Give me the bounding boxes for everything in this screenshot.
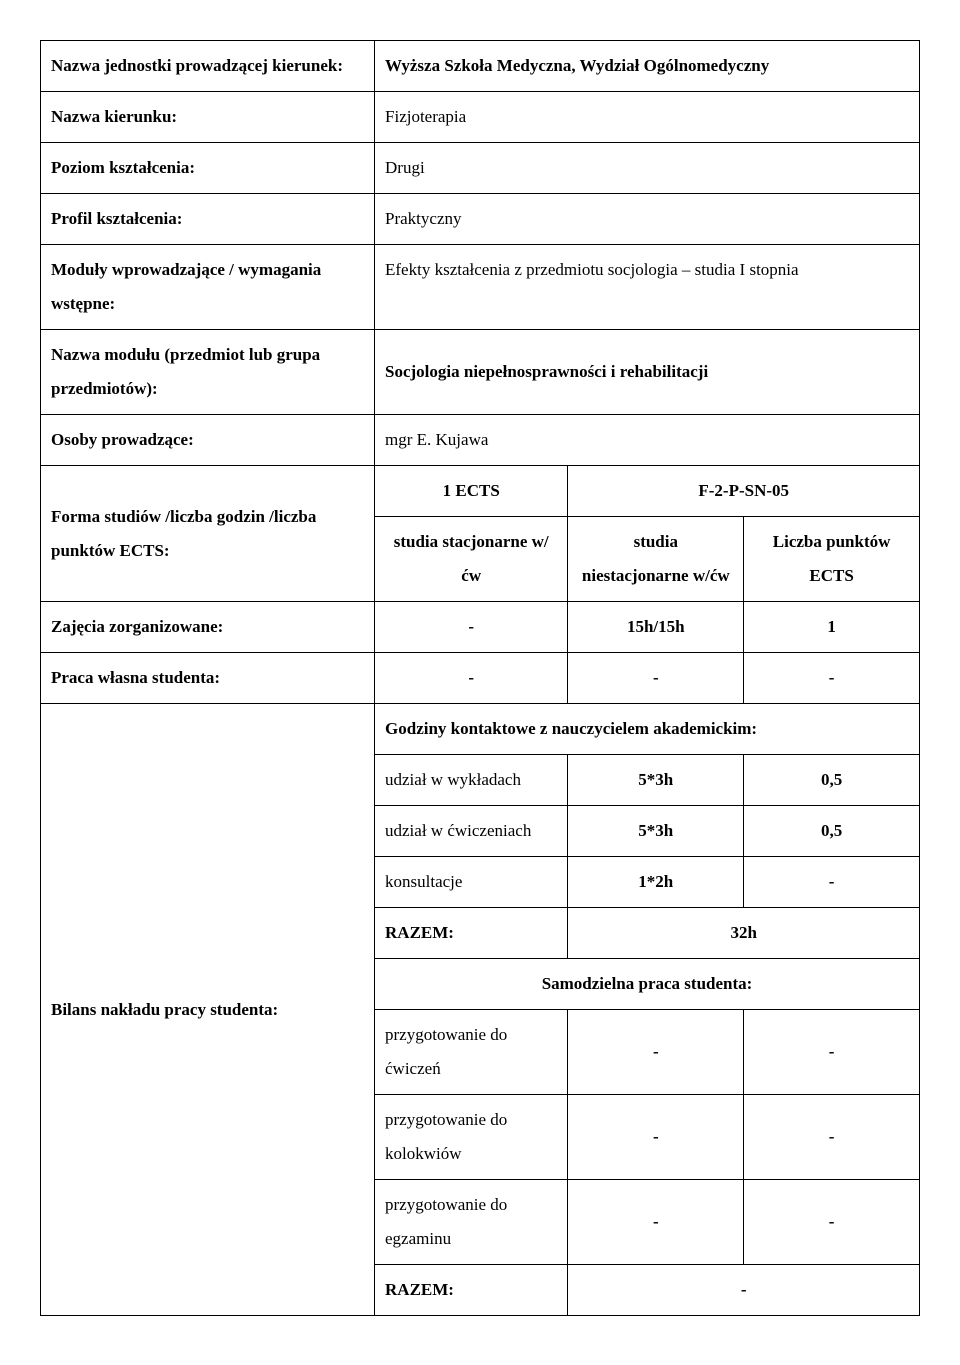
row-ects-header: Forma studiów /liczba godzin /liczba pun…	[41, 466, 920, 517]
cwiczenia-label: udział w ćwiczeniach	[375, 806, 568, 857]
self-kolokwiow-ects: -	[744, 1095, 920, 1180]
row-instructors: Osoby prowadzące: mgr E. Kujawa	[41, 415, 920, 466]
label-module: Nazwa modułu (przedmiot lub grupa przedm…	[41, 330, 375, 415]
ownwork-c3: -	[744, 653, 920, 704]
value-prereq: Efekty kształcenia z przedmiotu socjolog…	[375, 245, 920, 330]
col-stacjonarne: studia stacjonarne w/ćw	[375, 517, 568, 602]
row-prereq: Moduły wprowadzające / wymagania wstępne…	[41, 245, 920, 330]
self-cwiczen-ects: -	[744, 1010, 920, 1095]
value-unit: Wyższa Szkoła Medyczna, Wydział Ogólnome…	[375, 41, 920, 92]
self-kolokwiow-label: przygotowanie do kolokwiów	[375, 1095, 568, 1180]
wyklady-ects: 0,5	[744, 755, 920, 806]
label-ownwork: Praca własna studenta:	[41, 653, 375, 704]
ects-code: F-2-P-SN-05	[568, 466, 920, 517]
self-header: Samodzielna praca studenta:	[375, 959, 920, 1010]
ownwork-c1: -	[375, 653, 568, 704]
row-direction: Nazwa kierunku: Fizjoterapia	[41, 92, 920, 143]
value-module: Socjologia niepełnosprawności i rehabili…	[375, 330, 920, 415]
row-ownwork: Praca własna studenta: - - -	[41, 653, 920, 704]
row-module: Nazwa modułu (przedmiot lub grupa przedm…	[41, 330, 920, 415]
konsultacje-label: konsultacje	[375, 857, 568, 908]
value-level: Drugi	[375, 143, 920, 194]
col-niestacjonarne: studia niestacjonarne w/ćw	[568, 517, 744, 602]
label-organized: Zajęcia zorganizowane:	[41, 602, 375, 653]
self-cwiczen-val: -	[568, 1010, 744, 1095]
row-organized: Zajęcia zorganizowane: - 15h/15h 1	[41, 602, 920, 653]
label-profile: Profil kształcenia:	[41, 194, 375, 245]
label-unit: Nazwa jednostki prowadzącej kierunek:	[41, 41, 375, 92]
contact-razem-val: 32h	[568, 908, 920, 959]
label-level: Poziom kształcenia:	[41, 143, 375, 194]
contact-header: Godziny kontaktowe z nauczycielem akadem…	[375, 704, 920, 755]
row-profile: Profil kształcenia: Praktyczny	[41, 194, 920, 245]
contact-razem-label: RAZEM:	[375, 908, 568, 959]
self-razem-val: -	[568, 1265, 920, 1316]
ects-amount: 1 ECTS	[375, 466, 568, 517]
self-kolokwiow-val: -	[568, 1095, 744, 1180]
organized-c2: 15h/15h	[568, 602, 744, 653]
value-profile: Praktyczny	[375, 194, 920, 245]
value-instructors: mgr E. Kujawa	[375, 415, 920, 466]
value-direction: Fizjoterapia	[375, 92, 920, 143]
row-contact-header: Bilans nakładu pracy studenta: Godziny k…	[41, 704, 920, 755]
row-level: Poziom kształcenia: Drugi	[41, 143, 920, 194]
col-ects: Liczba punktów ECTS	[744, 517, 920, 602]
organized-c3: 1	[744, 602, 920, 653]
label-direction: Nazwa kierunku:	[41, 92, 375, 143]
cwiczenia-val: 5*3h	[568, 806, 744, 857]
label-prereq: Moduły wprowadzające / wymagania wstępne…	[41, 245, 375, 330]
label-bilans: Bilans nakładu pracy studenta:	[41, 704, 375, 1316]
self-egzaminu-label: przygotowanie do egzaminu	[375, 1180, 568, 1265]
row-unit: Nazwa jednostki prowadzącej kierunek: Wy…	[41, 41, 920, 92]
konsultacje-ects: -	[744, 857, 920, 908]
self-cwiczen-label: przygotowanie do ćwiczeń	[375, 1010, 568, 1095]
wyklady-val: 5*3h	[568, 755, 744, 806]
wyklady-label: udział w wykładach	[375, 755, 568, 806]
organized-c1: -	[375, 602, 568, 653]
konsultacje-val: 1*2h	[568, 857, 744, 908]
course-info-table: Nazwa jednostki prowadzącej kierunek: Wy…	[40, 40, 920, 1316]
label-form: Forma studiów /liczba godzin /liczba pun…	[41, 466, 375, 602]
ownwork-c2: -	[568, 653, 744, 704]
label-instructors: Osoby prowadzące:	[41, 415, 375, 466]
self-egzaminu-val: -	[568, 1180, 744, 1265]
self-razem-label: RAZEM:	[375, 1265, 568, 1316]
self-egzaminu-ects: -	[744, 1180, 920, 1265]
cwiczenia-ects: 0,5	[744, 806, 920, 857]
